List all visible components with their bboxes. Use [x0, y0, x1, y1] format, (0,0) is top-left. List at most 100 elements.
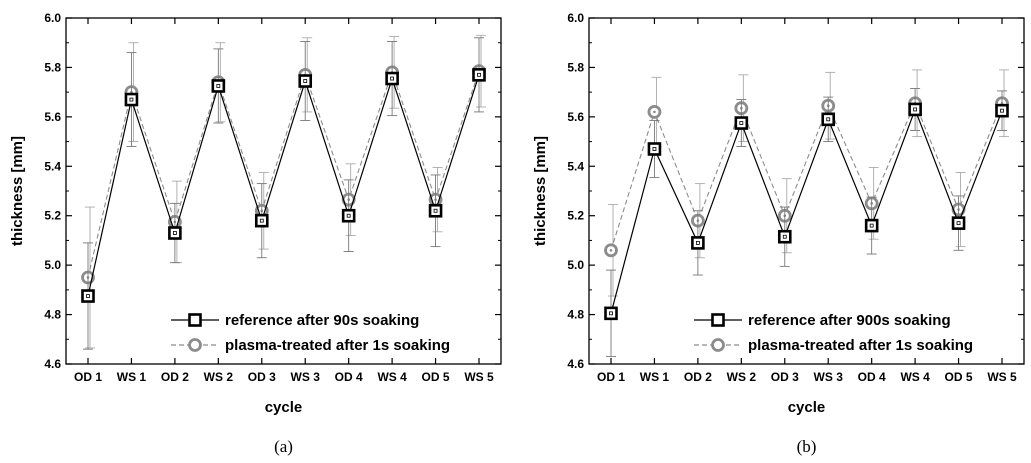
y-axis-title: thickness [mm] — [532, 136, 549, 246]
data-point-square — [472, 68, 486, 82]
y-tick-label: 5.6 — [567, 110, 584, 124]
y-tick-label: 5.4 — [567, 159, 584, 173]
y-tick-label: 5.4 — [44, 159, 61, 173]
data-point-square-center — [869, 223, 874, 228]
series-reference — [81, 37, 486, 350]
y-tick-label: 5.0 — [567, 258, 584, 272]
data-point-square — [341, 208, 356, 223]
x-tick-label: WS 3 — [291, 370, 321, 384]
y-tick-label: 4.8 — [567, 308, 584, 322]
data-point-square-center — [477, 72, 481, 77]
chart-panel-b: 4.6 4.8 5.0 5.2 5.4 5.6 5.8 6.0 OD 1 WS 1 OD 2 WS 2… — [532, 11, 1025, 456]
data-point-square — [864, 218, 879, 233]
x-tick-label: WS 2 — [204, 370, 234, 384]
y-tick-label: 5.6 — [44, 110, 61, 124]
data-point-square-center — [826, 117, 831, 122]
data-point-square — [168, 226, 182, 240]
y-tick-label: 4.6 — [567, 357, 584, 371]
x-tick-label: OD 3 — [248, 370, 276, 384]
data-point-square-center — [346, 213, 351, 218]
x-tick-label: OD 4 — [858, 370, 886, 384]
x-tick-label: OD 2 — [161, 370, 189, 384]
x-tick-label: OD 4 — [335, 370, 363, 384]
x-tick-label: WS 5 — [987, 370, 1017, 384]
data-point-square — [908, 102, 922, 117]
data-point-square — [821, 112, 836, 127]
data-point-circle-center — [653, 110, 656, 114]
data-point-square — [734, 116, 749, 130]
legend-entry-label: reference after 90s soaking — [225, 312, 419, 329]
chart-panel-a: 4.6 4.8 5.0 5.2 5.4 5.6 5.8 6.0 OD 1 WS 1 OD 2 WS 2… — [9, 11, 502, 456]
data-point-square — [604, 306, 618, 321]
data-point-square — [81, 289, 95, 303]
legend: reference after 90s soaking plasma-treate… — [171, 312, 450, 354]
data-point-square — [211, 79, 226, 93]
x-tick-label: WS 1 — [117, 370, 147, 384]
data-point-square-center — [913, 107, 918, 112]
data-point-square-center — [303, 79, 308, 83]
data-point-square-center — [956, 221, 961, 226]
x-tick-label: OD 1 — [597, 370, 625, 384]
data-point-square-center — [782, 234, 787, 239]
data-point-square — [777, 229, 792, 244]
data-point-square-center — [390, 76, 395, 81]
data-point-square — [428, 203, 443, 218]
y-axis-title: thickness [mm] — [9, 136, 26, 246]
data-point-square — [691, 236, 705, 250]
x-tick-label: WS 1 — [640, 370, 670, 384]
data-point-square-center — [652, 147, 657, 151]
x-tick-label: WS 5 — [464, 370, 494, 384]
data-point-square-center — [259, 218, 264, 223]
y-tick-label: 5.8 — [567, 60, 584, 74]
legend-entry-label: plasma-treated after 1s soaking — [748, 337, 973, 354]
x-tick-label: OD 5 — [422, 370, 450, 384]
data-point-square — [995, 103, 1009, 118]
legend-marker-circle — [711, 338, 725, 352]
x-tick-label: OD 1 — [74, 370, 102, 384]
x-tick-label: WS 3 — [814, 370, 844, 384]
x-tick-label: WS 4 — [377, 370, 407, 384]
series-line — [610, 101, 1003, 251]
data-point-square-center — [695, 240, 700, 245]
data-point-square — [298, 74, 313, 88]
panel-label: (b) — [797, 437, 817, 456]
series-plasma-treated — [604, 69, 1009, 297]
x-axis-title: cycle — [788, 399, 826, 416]
data-point-square — [951, 216, 966, 230]
data-point-square-center — [129, 97, 134, 102]
data-point-circle-center — [609, 249, 613, 252]
data-point-square — [647, 142, 662, 156]
legend-entry-label: plasma-treated after 1s soaking — [225, 337, 450, 354]
x-tick-label: OD 5 — [945, 370, 973, 384]
y-tick-label: 4.6 — [44, 357, 61, 371]
data-point-square-center — [216, 84, 221, 88]
data-point-square — [254, 213, 269, 228]
legend-marker-circle — [188, 338, 202, 352]
y-tick-label: 5.8 — [44, 60, 61, 74]
data-point-square-center — [86, 294, 90, 298]
x-tick-label: WS 2 — [727, 370, 757, 384]
series-reference — [604, 87, 1009, 358]
data-point-square-center — [609, 311, 613, 316]
x-tick-label: OD 2 — [684, 370, 712, 384]
legend: reference after 900s soaking plasma-treat… — [694, 312, 973, 354]
data-point-square-center — [1000, 108, 1004, 113]
legend-marker-square — [188, 313, 202, 327]
x-tick-label: OD 3 — [771, 370, 799, 384]
data-point-square — [385, 71, 399, 86]
series-plasma-treated — [81, 34, 486, 349]
series-line — [87, 70, 480, 278]
x-tick-label: WS 4 — [900, 370, 930, 384]
y-tick-label: 5.0 — [44, 258, 61, 272]
y-tick-label: 6.0 — [567, 11, 584, 25]
data-point-square-center — [172, 231, 177, 235]
x-axis-title: cycle — [265, 399, 303, 416]
y-tick-label: 5.2 — [44, 209, 61, 223]
data-point-square-center — [739, 121, 744, 125]
data-point-square — [124, 92, 139, 107]
panel-label: (a) — [274, 437, 293, 456]
legend-marker-square — [711, 313, 725, 327]
y-tick-label: 5.2 — [567, 209, 584, 223]
series-line — [87, 74, 480, 297]
